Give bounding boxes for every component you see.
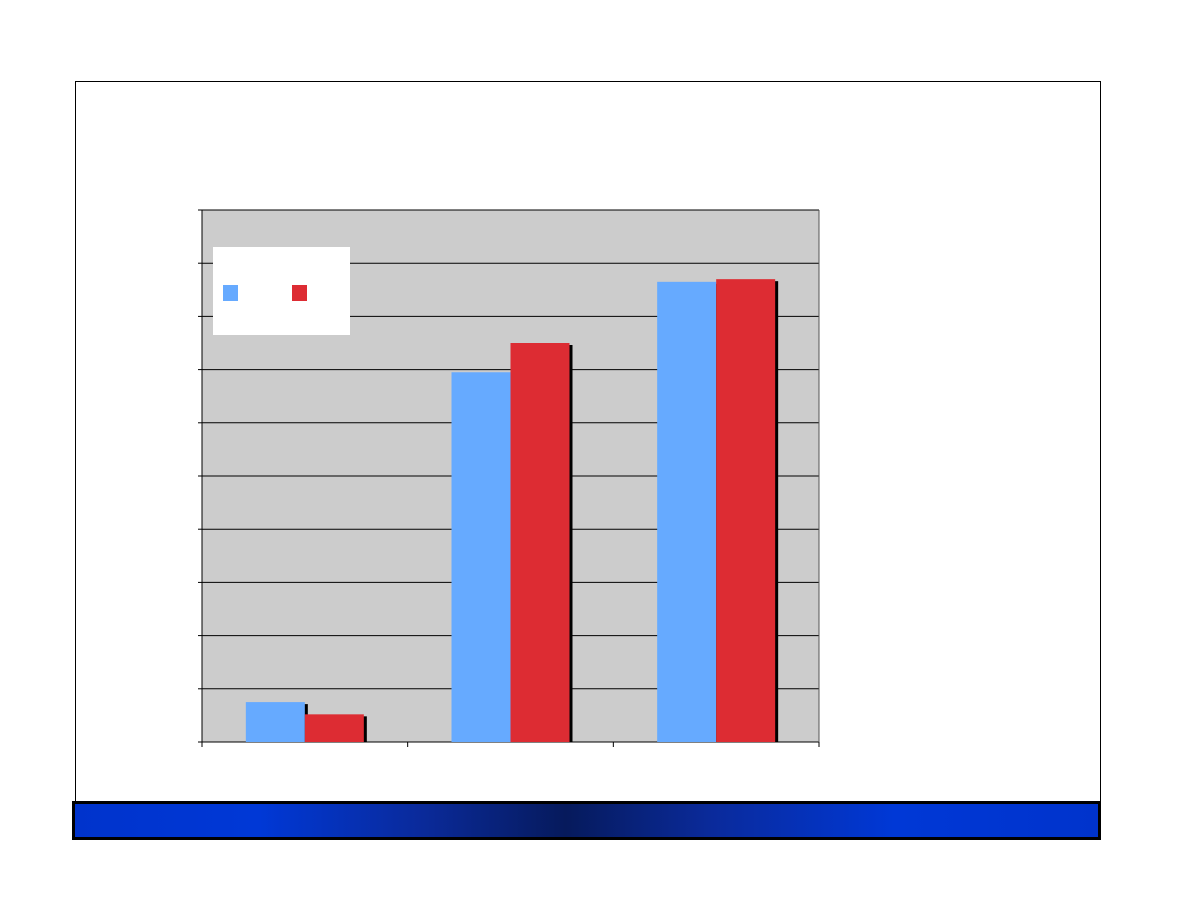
bar-series-1-cat-3 [657, 281, 717, 742]
legend-swatch-series-2 [292, 285, 307, 301]
bar-series-1-cat-1 [245, 702, 305, 742]
bar-series-2-cat-2 [510, 343, 570, 742]
bar-series-1-cat-2 [451, 372, 511, 742]
footer-bar [72, 801, 1101, 840]
legend-swatch-series-1 [223, 285, 238, 301]
bar-series-2-cat-1 [304, 714, 364, 742]
bar-series-2-cat-3 [716, 279, 776, 742]
